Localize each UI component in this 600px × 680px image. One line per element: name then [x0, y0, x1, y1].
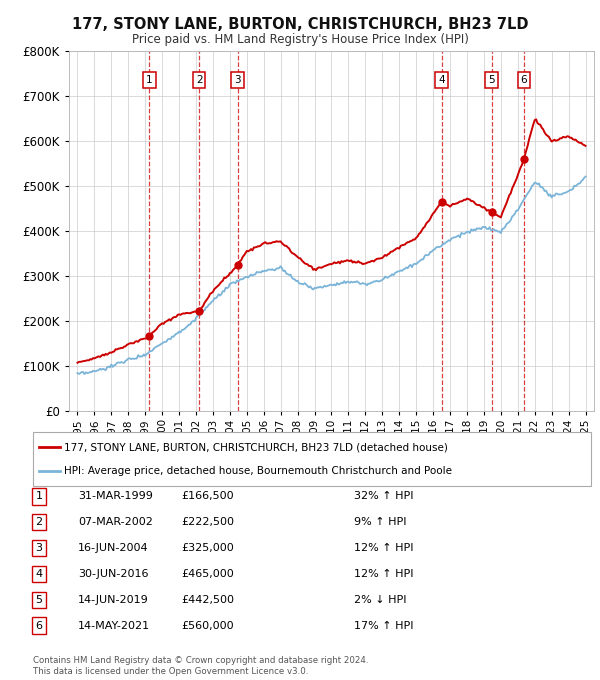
Text: 177, STONY LANE, BURTON, CHRISTCHURCH, BH23 7LD (detached house): 177, STONY LANE, BURTON, CHRISTCHURCH, B…: [64, 442, 448, 452]
Text: 2: 2: [35, 517, 43, 527]
Text: 9% ↑ HPI: 9% ↑ HPI: [354, 517, 407, 527]
Text: 1: 1: [35, 492, 43, 501]
Text: 3: 3: [235, 75, 241, 85]
Text: 1: 1: [146, 75, 153, 85]
Text: 12% ↑ HPI: 12% ↑ HPI: [354, 543, 413, 553]
Text: This data is licensed under the Open Government Licence v3.0.: This data is licensed under the Open Gov…: [33, 667, 308, 676]
Text: £166,500: £166,500: [181, 492, 234, 501]
Text: 5: 5: [35, 595, 43, 605]
Text: 31-MAR-1999: 31-MAR-1999: [78, 492, 153, 501]
Text: 5: 5: [488, 75, 495, 85]
Text: £560,000: £560,000: [181, 621, 234, 630]
Text: Price paid vs. HM Land Registry's House Price Index (HPI): Price paid vs. HM Land Registry's House …: [131, 33, 469, 46]
Text: £465,000: £465,000: [181, 569, 234, 579]
Text: 16-JUN-2004: 16-JUN-2004: [78, 543, 149, 553]
Text: 2: 2: [196, 75, 203, 85]
Text: 07-MAR-2002: 07-MAR-2002: [78, 517, 153, 527]
Text: 3: 3: [35, 543, 43, 553]
Text: Contains HM Land Registry data © Crown copyright and database right 2024.: Contains HM Land Registry data © Crown c…: [33, 656, 368, 665]
Text: £325,000: £325,000: [181, 543, 234, 553]
Text: 30-JUN-2016: 30-JUN-2016: [78, 569, 149, 579]
Text: 14-JUN-2019: 14-JUN-2019: [78, 595, 149, 605]
Text: £442,500: £442,500: [181, 595, 234, 605]
Text: HPI: Average price, detached house, Bournemouth Christchurch and Poole: HPI: Average price, detached house, Bour…: [64, 466, 452, 476]
Text: 177, STONY LANE, BURTON, CHRISTCHURCH, BH23 7LD: 177, STONY LANE, BURTON, CHRISTCHURCH, B…: [72, 17, 528, 32]
Text: 32% ↑ HPI: 32% ↑ HPI: [354, 492, 413, 501]
Text: 6: 6: [521, 75, 527, 85]
Text: £222,500: £222,500: [181, 517, 234, 527]
Text: 17% ↑ HPI: 17% ↑ HPI: [354, 621, 413, 630]
Text: 14-MAY-2021: 14-MAY-2021: [78, 621, 150, 630]
Text: 2% ↓ HPI: 2% ↓ HPI: [354, 595, 407, 605]
Text: 4: 4: [438, 75, 445, 85]
Text: 6: 6: [35, 621, 43, 630]
Text: 12% ↑ HPI: 12% ↑ HPI: [354, 569, 413, 579]
Text: 4: 4: [35, 569, 43, 579]
